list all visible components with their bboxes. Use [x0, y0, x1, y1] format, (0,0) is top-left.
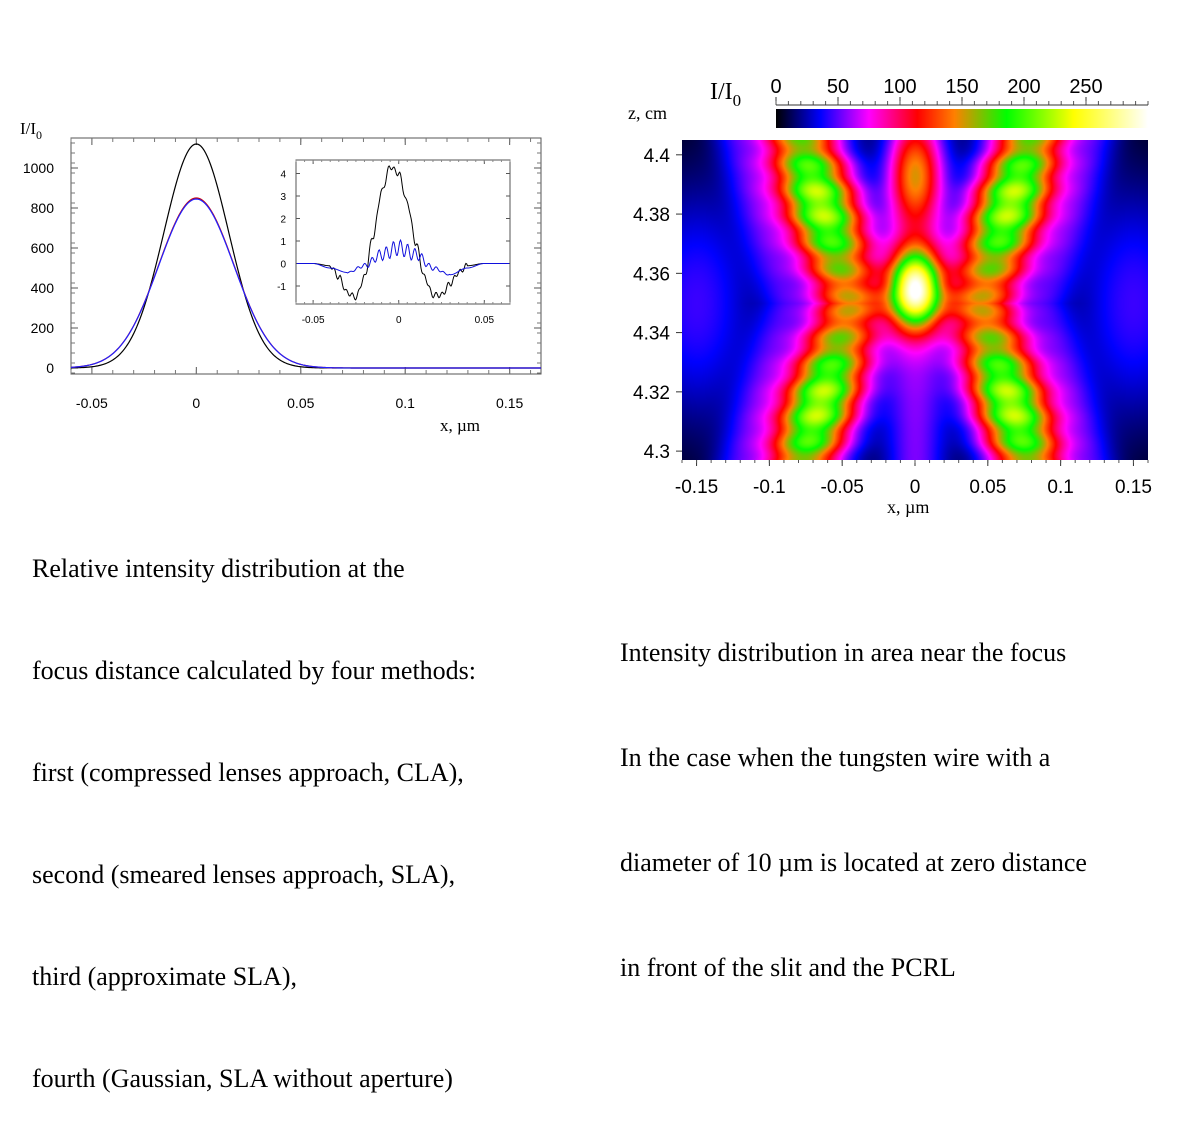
y-tick-label: 600	[31, 240, 55, 256]
heatmap-x-tick-label: 0.15	[1115, 477, 1152, 498]
x-axis-label-heatmap: x, µm	[887, 497, 929, 517]
caption-line: in front of the slit and the PCRL	[620, 953, 956, 982]
caption-line: fourth (Gaussian, SLA without aperture)	[32, 1064, 453, 1093]
inset-y-tick-label: 0	[280, 260, 286, 271]
colorbar-tick-label: 150	[945, 76, 978, 98]
heatmap-x-tick-label: 0.05	[969, 477, 1006, 498]
caption-line: Intensity distribution in area near the …	[620, 638, 1067, 667]
heatmap-x-tick-label: -0.1	[753, 477, 786, 498]
inset-x-tick-label: 0	[396, 315, 402, 326]
x-axis-label: x, µm	[440, 416, 480, 435]
heatmap-y-tick-label: 4.4	[644, 146, 671, 167]
colorbar-tick-label: 250	[1069, 76, 1102, 98]
colorbar-tick-label: 50	[827, 76, 849, 98]
z-axis-label: z, cm	[628, 103, 667, 123]
caption-line: In the case when the tungsten wire with …	[620, 743, 1051, 772]
caption-line: Relative intensity distribution at the	[32, 554, 405, 583]
heatmap-y-tick-label: 4.34	[633, 324, 670, 345]
inset-x-tick-label: -0.05	[302, 315, 325, 326]
x-tick-label: 0.15	[496, 395, 523, 411]
inset-y-tick-label: 2	[280, 215, 286, 226]
inset-x-tick-label: 0.05	[475, 315, 495, 326]
caption-line: first (compressed lenses approach, CLA),	[32, 758, 464, 787]
caption-line: third (approximate SLA),	[32, 962, 297, 991]
intensity-heatmap	[682, 140, 1148, 460]
inset-y-tick-label: 1	[280, 237, 286, 248]
plot-frame	[70, 137, 542, 375]
heatmap-x-tick-label: -0.05	[821, 477, 864, 498]
x-tick-label: 0	[192, 395, 200, 411]
x-tick-label: -0.05	[76, 395, 108, 411]
inset-y-tick-label: -1	[277, 282, 286, 293]
caption-line: focus distance calculated by four method…	[32, 656, 477, 685]
y-tick-label: 400	[31, 280, 55, 296]
colorbar-tick-label: 0	[770, 76, 781, 98]
heatmap-y-tick-label: 4.3	[644, 442, 670, 463]
inset-frame	[295, 159, 511, 305]
heatmap-x-tick-label: 0	[910, 477, 921, 498]
caption-line: diameter of 10 µm is located at zero dis…	[620, 848, 1087, 877]
right-caption: Intensity distribution in area near the …	[620, 565, 1087, 1020]
colorbar	[776, 109, 1148, 128]
inset-series-line-1	[296, 238, 510, 276]
heatmap-y-tick-label: 4.32	[633, 383, 670, 404]
y-axis-label: I/I0	[20, 119, 42, 142]
heatmap-x-tick-label: 0.1	[1047, 477, 1073, 498]
heatmap-y-tick-label: 4.38	[633, 205, 670, 226]
colorbar-label: I/I0	[710, 79, 741, 110]
y-tick-label: 1000	[23, 160, 54, 176]
heatmap-y-tick-label: 4.36	[633, 264, 670, 285]
left-caption: Relative intensity distribution at the f…	[32, 484, 476, 1130]
caption-line: second (smeared lenses approach, SLA),	[32, 860, 456, 889]
heatmap-x-tick-label: -0.15	[675, 477, 718, 498]
y-tick-label: 0	[46, 360, 54, 376]
inset-series-line-0	[296, 165, 510, 301]
colorbar-tick-label: 200	[1007, 76, 1040, 98]
x-tick-label: 0.1	[395, 395, 415, 411]
y-tick-label: 800	[31, 200, 55, 216]
inset-y-tick-label: 4	[280, 170, 286, 181]
series-line-2	[70, 198, 541, 369]
right-heatmap-chart: I/I0 0 50 100 150 200 250 z, cm 4.3 4.32 4.34 4.…	[628, 76, 1152, 517]
colorbar-tick-label: 100	[883, 76, 916, 98]
inset-y-tick-label: 3	[280, 192, 286, 203]
y-tick-label: 200	[31, 320, 55, 336]
x-tick-label: 0.05	[287, 395, 314, 411]
